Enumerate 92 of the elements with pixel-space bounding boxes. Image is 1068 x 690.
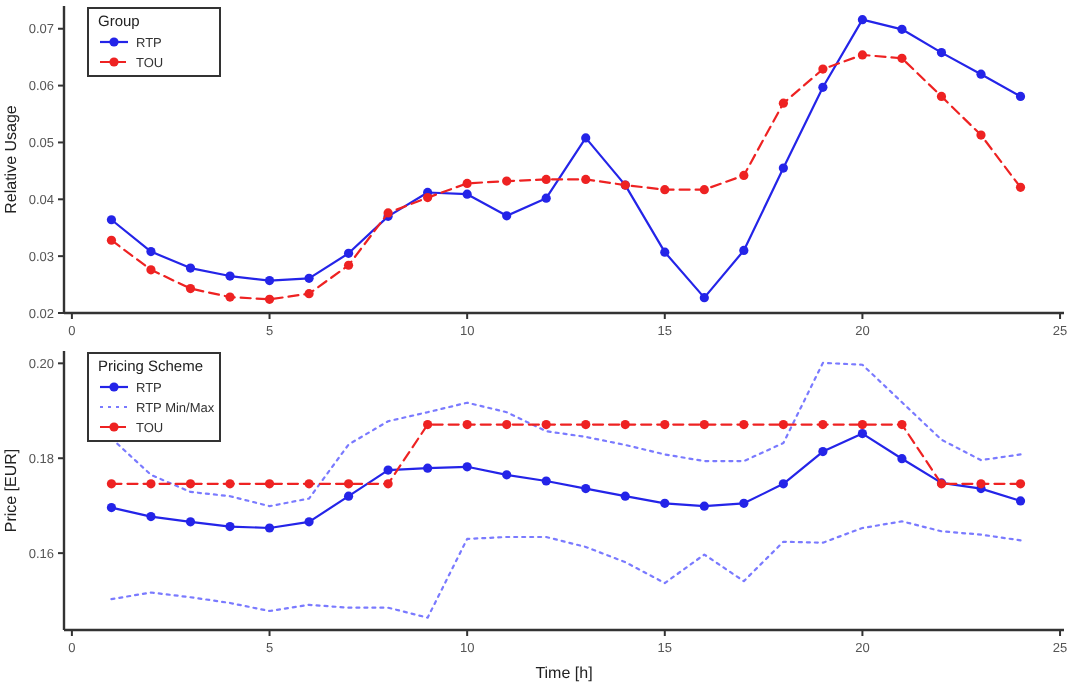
point [660, 498, 670, 508]
point [185, 263, 196, 273]
point [541, 193, 551, 203]
point [818, 82, 828, 92]
point [897, 24, 907, 34]
point [976, 69, 986, 79]
point [699, 293, 709, 303]
point [897, 419, 907, 430]
point [660, 419, 670, 430]
point [739, 498, 749, 508]
point [185, 479, 196, 489]
point [699, 501, 709, 511]
point [304, 479, 314, 489]
point [1015, 496, 1026, 506]
point [699, 185, 709, 195]
point [462, 419, 472, 430]
point [818, 64, 828, 74]
point [502, 211, 512, 221]
point [462, 178, 472, 188]
point [423, 419, 433, 430]
point [462, 189, 472, 199]
point [146, 265, 156, 275]
point [581, 419, 591, 430]
point [620, 419, 630, 430]
point [383, 465, 393, 475]
point [739, 419, 749, 430]
point [502, 419, 512, 430]
point [146, 247, 156, 257]
point [264, 479, 275, 489]
point [185, 283, 196, 294]
point [264, 294, 275, 304]
point [976, 479, 986, 489]
point [936, 48, 947, 58]
point [146, 479, 156, 489]
point [541, 419, 551, 430]
point [857, 428, 868, 439]
point [304, 517, 314, 527]
point [343, 491, 354, 501]
point [660, 247, 670, 257]
point [343, 260, 354, 270]
point [857, 50, 868, 60]
point [541, 476, 551, 486]
point [976, 130, 986, 140]
point [462, 462, 472, 472]
point [343, 248, 354, 258]
point [581, 484, 591, 494]
point [818, 419, 828, 430]
point [383, 479, 393, 489]
line-series [110, 520, 1022, 619]
point [423, 192, 433, 203]
point [502, 470, 512, 480]
point [264, 523, 275, 533]
point [857, 419, 868, 430]
point [699, 419, 709, 430]
point [225, 271, 235, 281]
point [778, 479, 788, 489]
point [541, 174, 551, 184]
point [106, 215, 117, 225]
y-axis-title: Price [EUR] [2, 448, 20, 533]
point [1015, 182, 1026, 192]
point [897, 53, 907, 63]
point [936, 91, 947, 101]
point [225, 292, 235, 302]
point [857, 15, 868, 25]
point [106, 479, 117, 489]
point [739, 170, 749, 181]
point [185, 517, 196, 527]
point [106, 235, 117, 245]
point [778, 163, 788, 173]
point [1015, 479, 1026, 489]
y-axis-title: Relative Usage [2, 104, 20, 214]
point [1015, 91, 1026, 101]
point [264, 275, 275, 286]
point [225, 521, 235, 532]
point [660, 185, 670, 195]
point [225, 479, 235, 489]
point [581, 174, 591, 184]
point [304, 289, 314, 299]
point [778, 98, 788, 108]
point [897, 454, 907, 464]
point [581, 133, 591, 143]
point [343, 479, 354, 489]
point [106, 502, 117, 513]
x-axis-title: Time [h] [535, 664, 593, 682]
point [818, 446, 828, 457]
point [620, 491, 630, 501]
point [739, 245, 749, 256]
point [502, 176, 512, 186]
point [423, 463, 433, 473]
point [304, 273, 314, 283]
point [146, 512, 156, 522]
point [778, 419, 788, 430]
